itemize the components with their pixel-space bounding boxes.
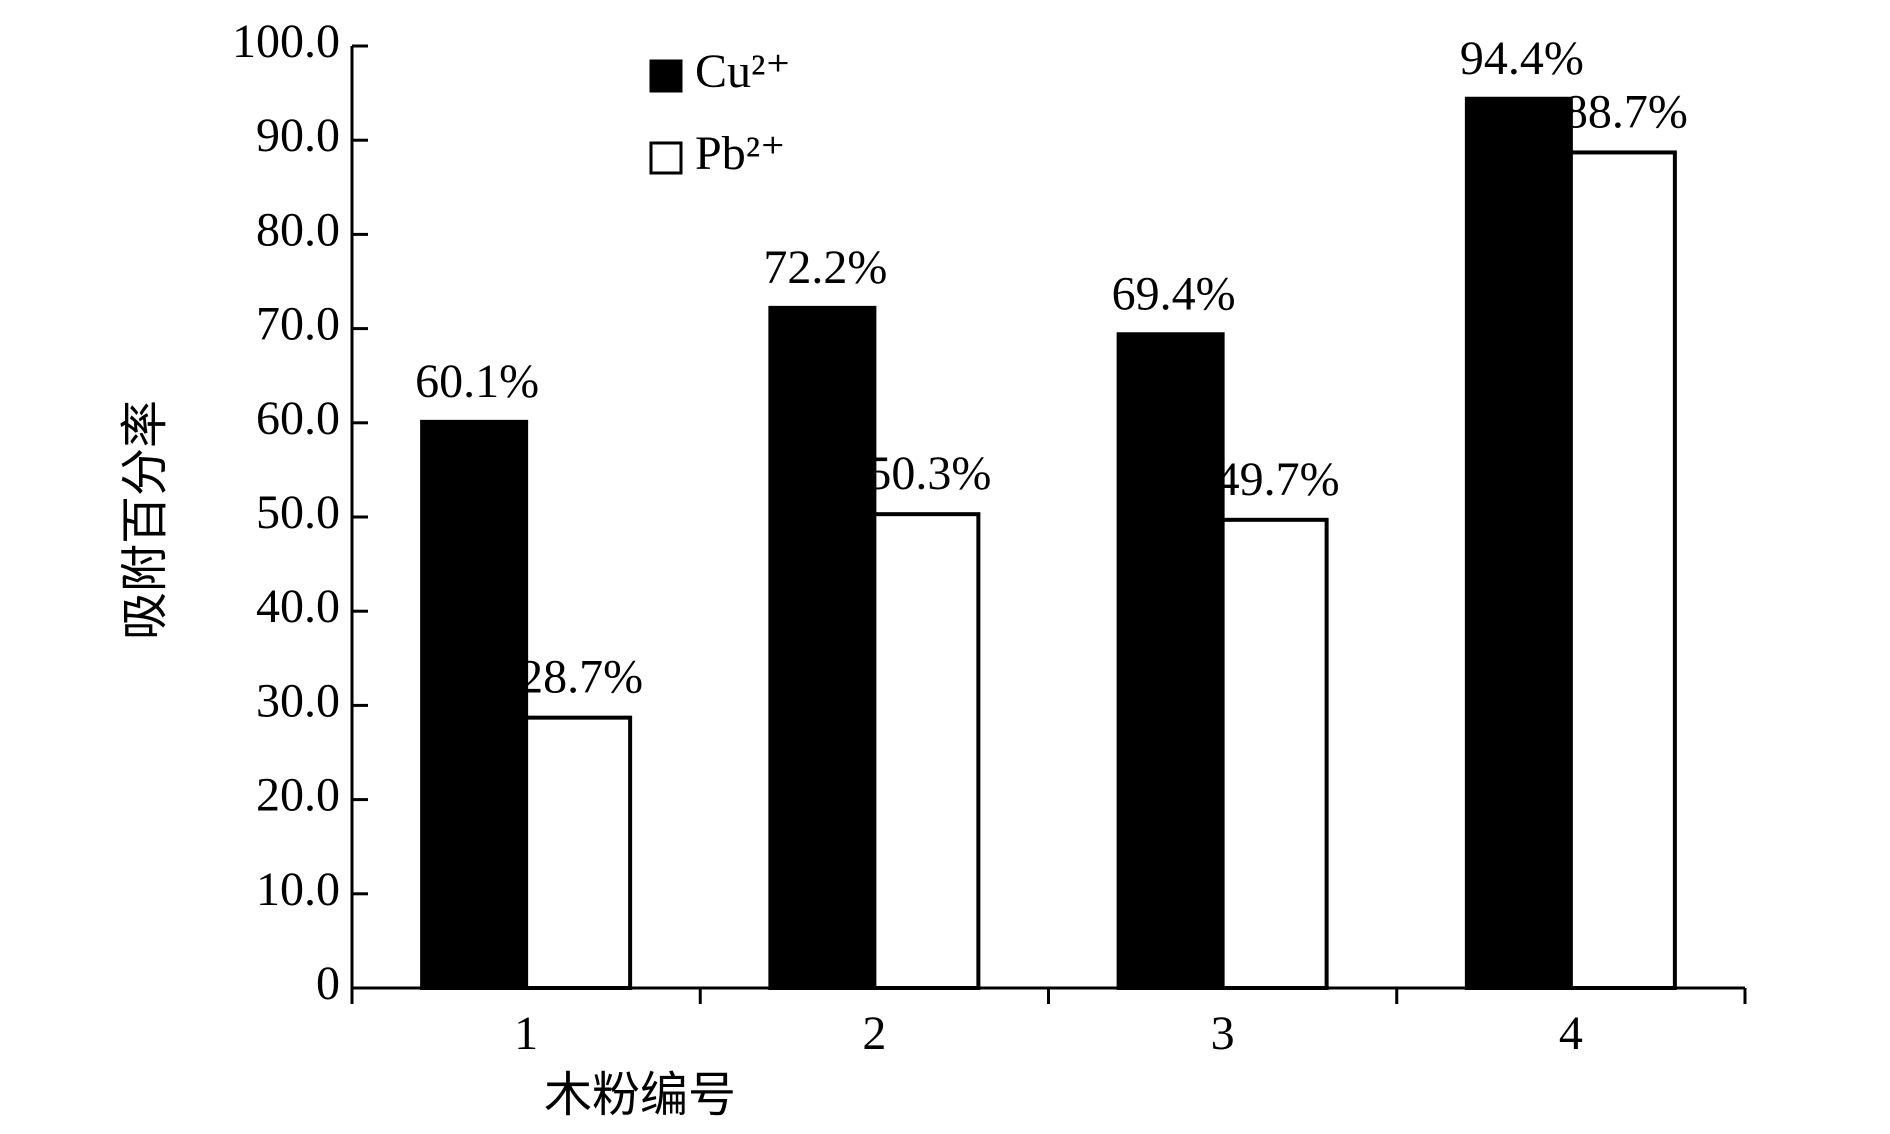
y-tick-label: 70.0: [256, 298, 340, 351]
x-tick-label: 3: [1211, 1007, 1235, 1060]
y-tick-label: 100.0: [232, 15, 340, 68]
legend-swatch: [649, 59, 683, 93]
y-tick-label: 30.0: [256, 674, 340, 727]
bar: [1116, 332, 1225, 990]
bar: [524, 715, 633, 990]
x-tick-label: 1: [514, 1007, 538, 1060]
bar: [1464, 96, 1573, 990]
value-label: 94.4%: [1460, 32, 1584, 85]
bar: [872, 512, 981, 990]
legend-label: Pb²⁺: [695, 127, 785, 180]
bar: [420, 419, 529, 991]
x-axis-label: 木粉编号: [544, 1069, 736, 1122]
bar: [1568, 150, 1677, 991]
x-tick-label: 4: [1559, 1007, 1583, 1060]
value-label: 72.2%: [763, 241, 887, 294]
y-tick-label: 20.0: [256, 769, 340, 822]
y-tick-label: 50.0: [256, 486, 340, 539]
bar: [768, 305, 877, 991]
y-tick-label: 40.0: [256, 580, 340, 633]
y-tick-label: 80.0: [256, 203, 340, 256]
y-axis-label: 吸附百分率: [119, 400, 172, 640]
y-tick-label: 10.0: [256, 863, 340, 916]
value-label: 50.3%: [867, 447, 991, 500]
legend-swatch: [649, 141, 683, 175]
bar: [1220, 517, 1329, 990]
value-label: 69.4%: [1112, 267, 1236, 320]
value-label: 60.1%: [415, 355, 539, 408]
y-tick-label: 60.0: [256, 392, 340, 445]
x-tick-label: 2: [862, 1007, 886, 1060]
value-label: 88.7%: [1564, 85, 1688, 138]
y-tick-label: 0: [316, 957, 340, 1010]
value-label: 28.7%: [519, 651, 643, 704]
legend-label: Cu²⁺: [695, 45, 791, 98]
y-tick-label: 90.0: [256, 109, 340, 162]
value-label: 49.7%: [1216, 453, 1340, 506]
